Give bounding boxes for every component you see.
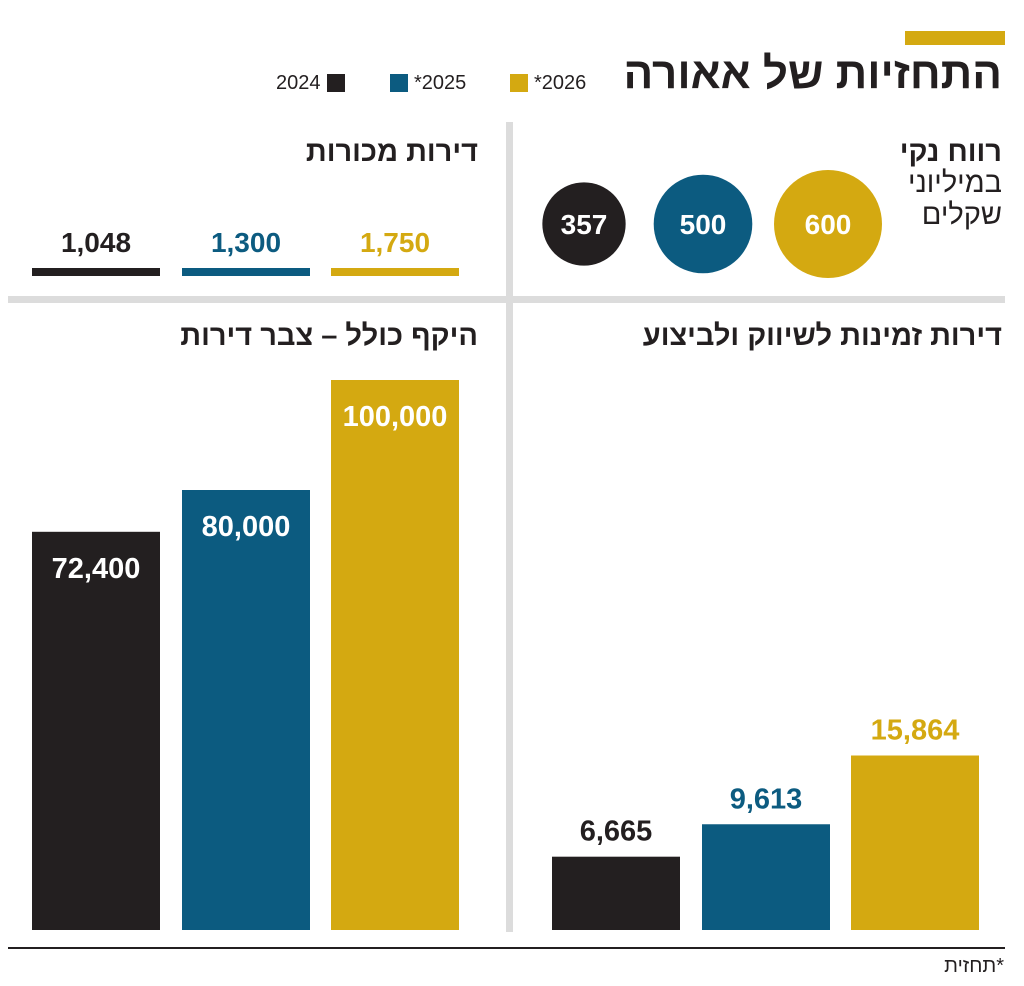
legend-swatch-2024: [326, 74, 345, 92]
sold-label-2024: 1,048: [61, 227, 131, 258]
backlog-title: היקף כולל – צבר דירות: [180, 320, 478, 352]
sold-label-2025: 1,300: [211, 227, 281, 258]
legend-label-2026: *2026: [534, 71, 587, 94]
legend-item-2024: 2024: [276, 70, 345, 96]
legend-label-2024: 2024: [276, 71, 321, 94]
sold-bar-2026: [331, 268, 459, 276]
legend-item-2025: *2025: [390, 70, 466, 96]
page-title: התחזיות של אאורה: [623, 49, 1002, 98]
net-profit-subtitle-line1: במיליוני: [907, 167, 1002, 199]
sold-bar-2025: [182, 268, 310, 276]
available-bar-2025: [702, 824, 830, 930]
vertical-divider: [506, 122, 513, 932]
sold-bar-2024: [32, 268, 160, 276]
bubble-label-2025: 500: [680, 209, 727, 240]
backlog-label-2026: 100,000: [343, 401, 448, 433]
available-label-2025: 9,613: [730, 783, 803, 815]
horizontal-divider: [8, 296, 1005, 303]
backlog-bar-2026: [331, 380, 459, 930]
net-profit-title: רווח נקי: [899, 136, 1002, 168]
bubble-label-2026: 600: [805, 209, 852, 240]
available-bar-2026: [851, 755, 979, 930]
bottom-rule: [8, 947, 1005, 949]
backlog-bar-2025: [182, 490, 310, 930]
available-bar-2024: [552, 856, 680, 930]
bubble-2026: [774, 170, 882, 278]
legend-swatch-2025: [390, 74, 408, 92]
bubble-2025: [653, 174, 753, 274]
available-label-2026: 15,864: [871, 714, 960, 746]
bubble-2024: [542, 182, 626, 266]
legend-swatch-2026: [510, 74, 528, 92]
bubble-label-2024: 357: [561, 209, 608, 240]
available-apartments-title: דירות זמינות לשיווק ולביצוע: [642, 320, 1002, 352]
net-profit-subtitle-line2: שקלים: [921, 199, 1002, 231]
sold-apartments-chart: 1,048 1,300 1,750: [32, 227, 459, 276]
net-profit-bubbles: 357 500 600: [542, 170, 882, 278]
backlog-chart: 72,400 80,000 100,000: [32, 380, 459, 930]
legend-item-2026: *2026: [510, 70, 586, 96]
backlog-label-2024: 72,400: [52, 553, 141, 585]
available-apartments-chart: 6,665 9,613 15,864: [552, 714, 979, 930]
sold-label-2026: 1,750: [360, 227, 430, 258]
backlog-label-2025: 80,000: [202, 511, 291, 543]
available-label-2024: 6,665: [580, 816, 653, 848]
footnote: *תחזית: [944, 955, 1004, 977]
title-accent-bar: [905, 31, 1005, 45]
backlog-bar-2024: [32, 531, 160, 930]
sold-apartments-title: דירות מכורות: [305, 136, 478, 168]
legend-label-2025: *2025: [414, 71, 467, 94]
